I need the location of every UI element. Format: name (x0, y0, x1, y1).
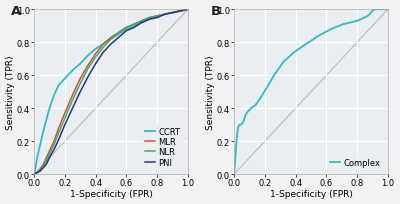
X-axis label: 1-Specificity (FPR): 1-Specificity (FPR) (270, 190, 352, 198)
Text: A: A (11, 5, 21, 18)
Legend: CCRT, MLR, NLR, PNI: CCRT, MLR, NLR, PNI (142, 124, 184, 170)
Y-axis label: Sensitivity (TPR): Sensitivity (TPR) (6, 55, 14, 129)
X-axis label: 1-Specificity (FPR): 1-Specificity (FPR) (70, 190, 152, 198)
Legend: Complex: Complex (327, 155, 384, 170)
Y-axis label: Sensitivity (TPR): Sensitivity (TPR) (206, 55, 214, 129)
Text: B: B (211, 5, 221, 18)
